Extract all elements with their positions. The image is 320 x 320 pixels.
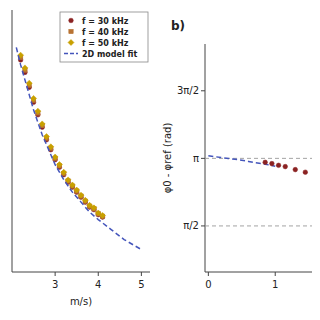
point: [270, 161, 275, 166]
panel-title: b): [171, 19, 185, 33]
model-line: [208, 156, 275, 166]
point: [74, 187, 80, 193]
x-tick-label: 3: [52, 279, 58, 290]
x-axis-label: m/s): [70, 296, 92, 307]
point: [61, 169, 67, 175]
y-tick: [201, 158, 205, 159]
point: [69, 182, 75, 188]
point: [26, 80, 32, 86]
x-tick: [141, 272, 142, 276]
legend-label: f = 30 kHz: [82, 17, 129, 26]
point: [293, 167, 298, 172]
x-tick: [98, 272, 99, 276]
x-axis: [205, 272, 312, 273]
x-tick: [208, 272, 209, 276]
y-tick-label: π: [193, 153, 199, 164]
legend-symbol: [64, 53, 78, 55]
legend: f = 30 kHz f = 40 kHz f = 50 kHz 2D model f…: [60, 12, 148, 62]
legend-label: f = 40 kHz: [82, 28, 129, 37]
legend-label: f = 50 kHz: [82, 39, 129, 48]
point: [52, 154, 58, 160]
legend-label: 2D model fit: [82, 50, 137, 59]
plot-area: [16, 47, 141, 249]
y-tick: [201, 90, 205, 91]
point: [100, 213, 106, 219]
y-tick-label: π/2: [183, 220, 199, 231]
point: [276, 163, 281, 168]
panel: 3 4 5 m/s) f = 30 kHz f = 40 kHz f = 50 kHz 2D …: [12, 10, 150, 307]
chart: 3 4 5 m/s) f = 30 kHz f = 40 kHz f = 50 kHz 2D …: [0, 0, 320, 320]
x-tick-label: 0: [205, 279, 211, 290]
x-tick-label: 1: [272, 279, 278, 290]
plot-area: [205, 156, 312, 226]
legend-symbol: [68, 40, 74, 46]
x-tick: [275, 272, 276, 276]
legend-box: [60, 12, 148, 62]
point: [56, 162, 62, 168]
point: [22, 65, 28, 71]
point: [39, 121, 45, 127]
point: [82, 197, 88, 203]
point: [283, 164, 288, 169]
reference-line: [205, 225, 312, 226]
point: [303, 170, 308, 175]
y-axis-label: φ0 - φref (rad): [162, 123, 173, 194]
point: [44, 134, 50, 140]
x-axis: [12, 272, 150, 273]
x-tick-label: 4: [95, 279, 101, 290]
point: [263, 160, 268, 165]
point: [35, 108, 41, 114]
model-line: [16, 47, 141, 249]
y-tick-label: 3π/2: [177, 85, 199, 96]
point: [31, 95, 37, 101]
point: [91, 205, 97, 211]
legend-symbol: [69, 29, 73, 33]
point: [78, 192, 84, 198]
x-tick-label: 5: [138, 279, 144, 290]
panel: 0 1 π/2 π 3π/2 φ0 - φref (rad) b): [162, 19, 312, 290]
y-axis: [12, 10, 13, 272]
y-tick: [201, 225, 205, 226]
legend-symbol: [69, 18, 74, 23]
x-tick: [55, 272, 56, 276]
